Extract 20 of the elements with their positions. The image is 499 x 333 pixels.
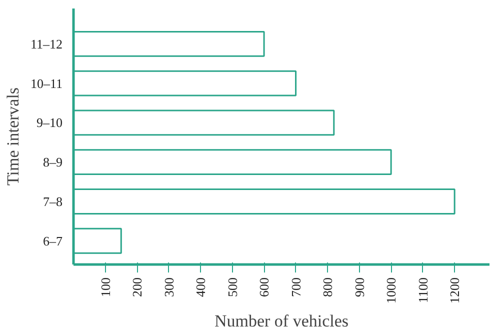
x-tick-label: 700 (288, 278, 304, 297)
y-tick-label: 11–12 (30, 36, 63, 52)
x-tick-label: 500 (224, 278, 240, 297)
x-tick-label: 300 (161, 278, 176, 297)
y-tick-label: 8–9 (43, 154, 62, 170)
x-tick-label: 1000 (384, 278, 399, 304)
x-tick-label: 800 (320, 278, 336, 297)
x-tick-label: 100 (98, 278, 113, 297)
y-tick-label: 9–10 (36, 115, 62, 130)
x-tick-label: 400 (193, 278, 208, 297)
y-tick-label: 7–8 (43, 194, 62, 209)
x-tick-label: 200 (130, 278, 145, 297)
x-axis-title: Number of vehicles (214, 312, 349, 330)
y-tick-label: 10–11 (30, 76, 63, 91)
x-tick-label: 600 (256, 278, 272, 297)
y-axis-title: Time intervals (3, 87, 22, 186)
x-tick-label: 1200 (447, 278, 462, 304)
x-tick-label: 1100 (415, 277, 430, 304)
x-tick-label: 900 (352, 278, 367, 297)
y-tick-label: 6–7 (43, 233, 63, 248)
